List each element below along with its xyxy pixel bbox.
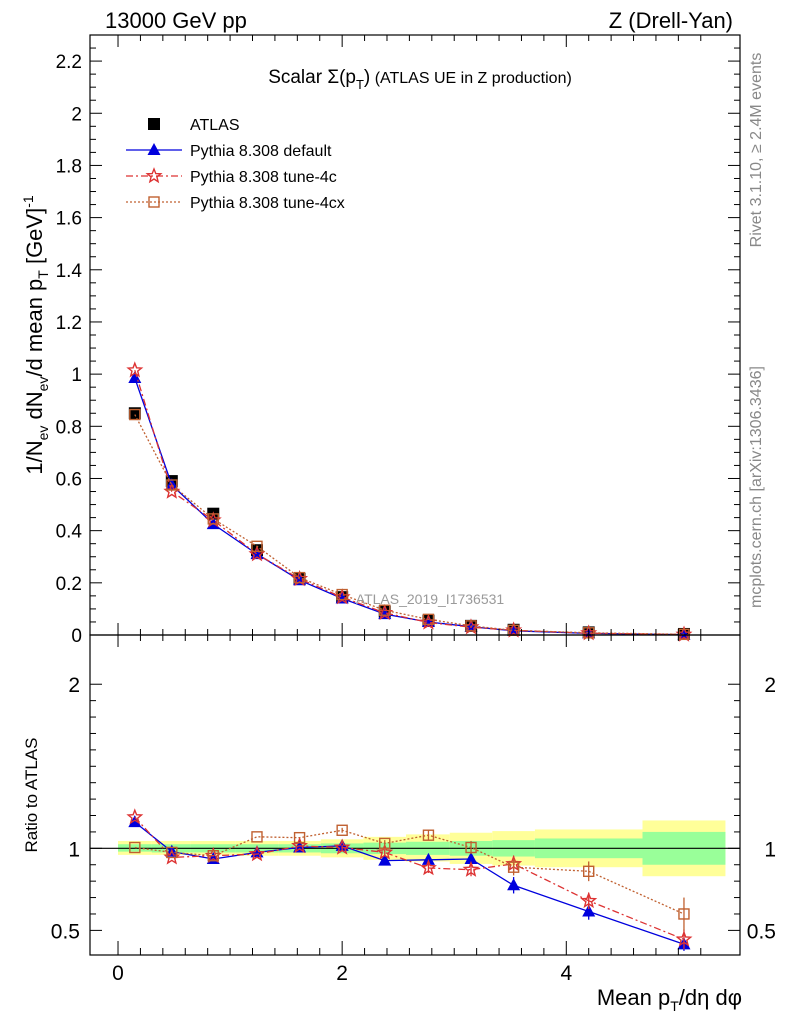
ratio-line-default [134, 821, 685, 945]
series-line-tune-4cx [134, 414, 685, 635]
main-y-tick-label: 1.8 [56, 156, 82, 177]
ratio-y-tick-label-right: 0.5 [747, 920, 776, 943]
point-tune-4cx [678, 628, 690, 641]
point-tune-4cx [422, 613, 435, 626]
ratio-y-tick-label-right: 2 [764, 674, 776, 697]
ratio-y-axis-label: Ratio to ATLAS [22, 738, 41, 853]
main-y-tick-label: 0.8 [56, 417, 82, 438]
ratio-point-tune-4cx [507, 861, 520, 873]
rivet-label: Rivet 3.1.10, ≥ 2.4M events [748, 53, 765, 248]
main-y-tick-label: 0.2 [56, 574, 82, 595]
point-tune-4cx [465, 620, 477, 632]
main-y-tick-label: 1.4 [56, 261, 83, 282]
point-tune-4c [126, 361, 144, 378]
ratio-point-default [421, 852, 435, 865]
ratio-line-tune-4cx [134, 829, 685, 915]
main-y-tick-label: 2 [71, 104, 82, 125]
ratio-point-tune-4c [462, 860, 480, 877]
ratio-frame [89, 634, 741, 956]
legend-entry-atlas: ATLAS [148, 117, 240, 134]
main-y-tick-label: 0 [71, 626, 82, 647]
point-tune-4cx [166, 479, 178, 491]
ratio-point-default [378, 853, 392, 866]
ratio-point-tune-4cx [678, 908, 690, 920]
main-y-tick-label: 0.4 [56, 522, 83, 543]
ratio-point-default [582, 904, 596, 917]
ratio-series-tune-4cx [129, 824, 690, 931]
legend-marker-tune-4cx [148, 196, 160, 208]
ratio-point-tune-4cx [251, 831, 263, 843]
ratio-point-tune-4cx [465, 841, 477, 854]
ratio-point-tune-4c [376, 843, 394, 860]
legend-label-default: Pythia 8.308 default [190, 143, 332, 160]
series-tune-4cx [129, 408, 690, 641]
main-title: Scalar Σ(pT) (ATLAS UE in Z production) [268, 67, 572, 92]
ratio-point-tune-4cx [207, 850, 219, 862]
legend-entry-tune-4c: Pythia 8.308 tune-4c [126, 167, 337, 186]
main-y-tick-label: 1.2 [56, 313, 82, 334]
ratio-y-tick-label-left: 0.5 [51, 920, 80, 943]
legend-label-tune-4cx: Pythia 8.308 tune-4cx [190, 195, 345, 212]
mcplots-label: mcplots.cern.ch [arXiv:1306.3436] [748, 366, 765, 608]
ratio-point-default [128, 815, 142, 828]
ratio-point-default [464, 852, 478, 864]
point-tune-4cx [207, 513, 219, 525]
ratio-y-tick-label-left: 2 [68, 674, 80, 697]
x-axis-label: Mean pT/dη dφ [597, 985, 742, 1014]
main-y-tick-label: 1.6 [56, 209, 82, 230]
ratio-point-tune-4c [248, 845, 266, 862]
main-panel: 0 0.2 0.4 0.6 0.8 1 1.2 1.4 1.6 1.8 2 2.2 [56, 34, 741, 647]
ratio-point-tune-4cx [166, 846, 178, 859]
ratio-point-tune-4cx [583, 865, 595, 878]
ratio-point-tune-4cx [422, 829, 435, 841]
main-y-axis-label: 1/Nev dNev/d mean pT [GeV]-1 [20, 195, 51, 475]
legend: ATLAS Pythia 8.308 default Pythia 8.308 tu… [126, 117, 345, 212]
legend-marker-default [147, 143, 161, 155]
point-tune-4cx [293, 571, 306, 584]
x-tick-label: 0 [112, 962, 124, 985]
ratio-point-tune-4c [675, 930, 693, 947]
point-tune-4cx [129, 408, 141, 421]
ratio-point-tune-4cx [379, 837, 391, 850]
ratio-y-tick-label-right: 1 [764, 838, 776, 861]
ratio-point-tune-4c [126, 808, 144, 825]
ratio-y-tick-label-left: 1 [68, 838, 80, 861]
point-tune-4cx [336, 588, 348, 601]
ratio-point-tune-4c [291, 836, 309, 854]
process-label: Z (Drell-Yan) [609, 8, 733, 33]
ratio-point-tune-4c [580, 891, 598, 909]
legend-marker-tune-4c [145, 167, 163, 184]
main-y-tick-label: 2.2 [56, 52, 82, 73]
legend-marker-atlas [148, 118, 160, 130]
legend-label-atlas: ATLAS [190, 117, 240, 134]
watermark: ATLAS_2019_I1736531 [356, 591, 505, 607]
x-tick-label: 4 [560, 962, 572, 985]
point-tune-4cx [379, 604, 391, 616]
ratio-point-tune-4cx [129, 841, 141, 854]
x-tick-label: 2 [336, 962, 348, 985]
ratio-point-tune-4cx [336, 824, 348, 836]
series-line-tune-4c [134, 370, 685, 636]
ratio-point-default [507, 878, 521, 891]
main-y-tick-label: 0.6 [56, 469, 82, 490]
legend-label-tune-4c: Pythia 8.308 tune-4c [190, 169, 337, 186]
ratio-point-tune-4cx [293, 831, 306, 844]
ratio-panel: 0.5 0.5 1 1 2 2 0 2 4 [51, 634, 776, 985]
energy-label: 13000 GeV pp [105, 8, 247, 33]
ratio-point-tune-4c [419, 859, 437, 876]
legend-entry-tune-4cx: Pythia 8.308 tune-4cx [126, 195, 345, 212]
ratio-point-tune-4c [333, 838, 351, 855]
main-frame [89, 34, 741, 636]
point-tune-4cx [251, 540, 263, 553]
legend-entry-default: Pythia 8.308 default [126, 143, 332, 160]
main-y-tick-label: 1 [71, 365, 82, 386]
